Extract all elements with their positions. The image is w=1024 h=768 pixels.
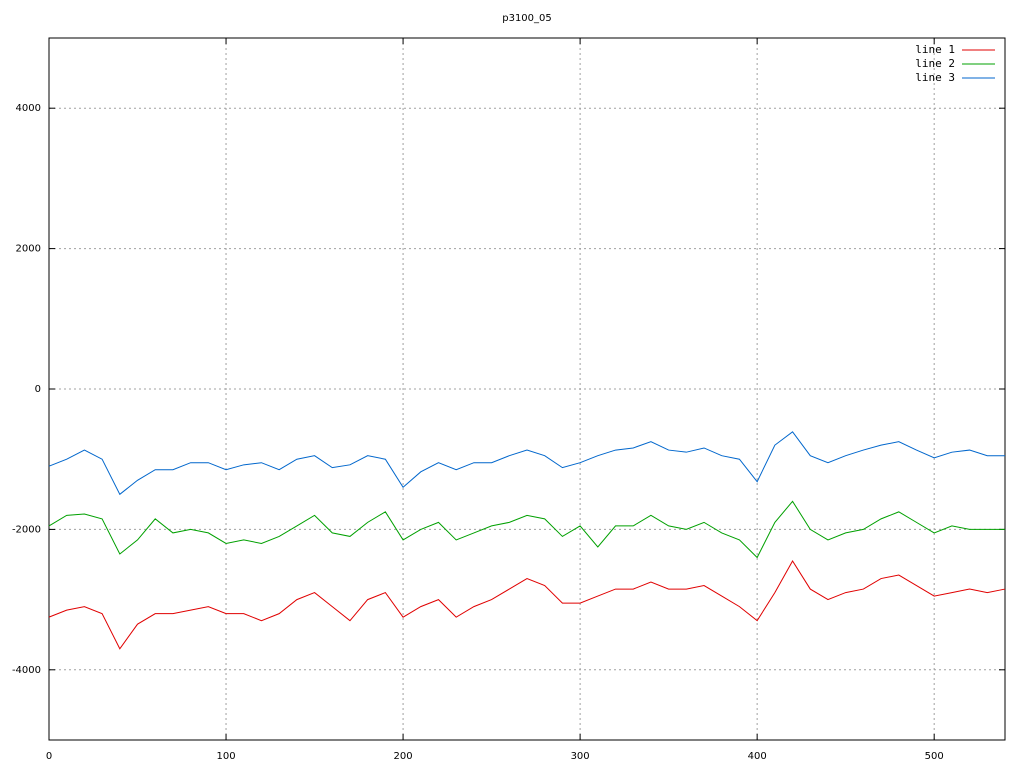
x-tick-label: 0 bbox=[46, 751, 52, 762]
plot-border bbox=[48, 37, 1006, 741]
legend-label: line 2 bbox=[915, 57, 955, 70]
chart-title: p3100_05 bbox=[502, 13, 552, 24]
y-tick-label: 2000 bbox=[16, 244, 41, 255]
x-tick-label: 200 bbox=[394, 751, 413, 762]
y-tick-label: 4000 bbox=[16, 103, 41, 114]
x-tick-label: 100 bbox=[216, 751, 235, 762]
x-tick-label: 500 bbox=[925, 751, 944, 762]
x-tick-label: 300 bbox=[571, 751, 590, 762]
x-tick-label: 400 bbox=[748, 751, 767, 762]
data-line bbox=[48, 560, 1006, 650]
y-tick-label: 0 bbox=[35, 384, 41, 395]
y-tick-label: -4000 bbox=[12, 665, 41, 676]
legend-label: line 1 bbox=[915, 43, 955, 56]
data-line bbox=[48, 500, 1005, 559]
data-line bbox=[48, 431, 1005, 496]
y-tick-label: -2000 bbox=[12, 524, 41, 535]
legend-label: line 3 bbox=[915, 71, 955, 84]
